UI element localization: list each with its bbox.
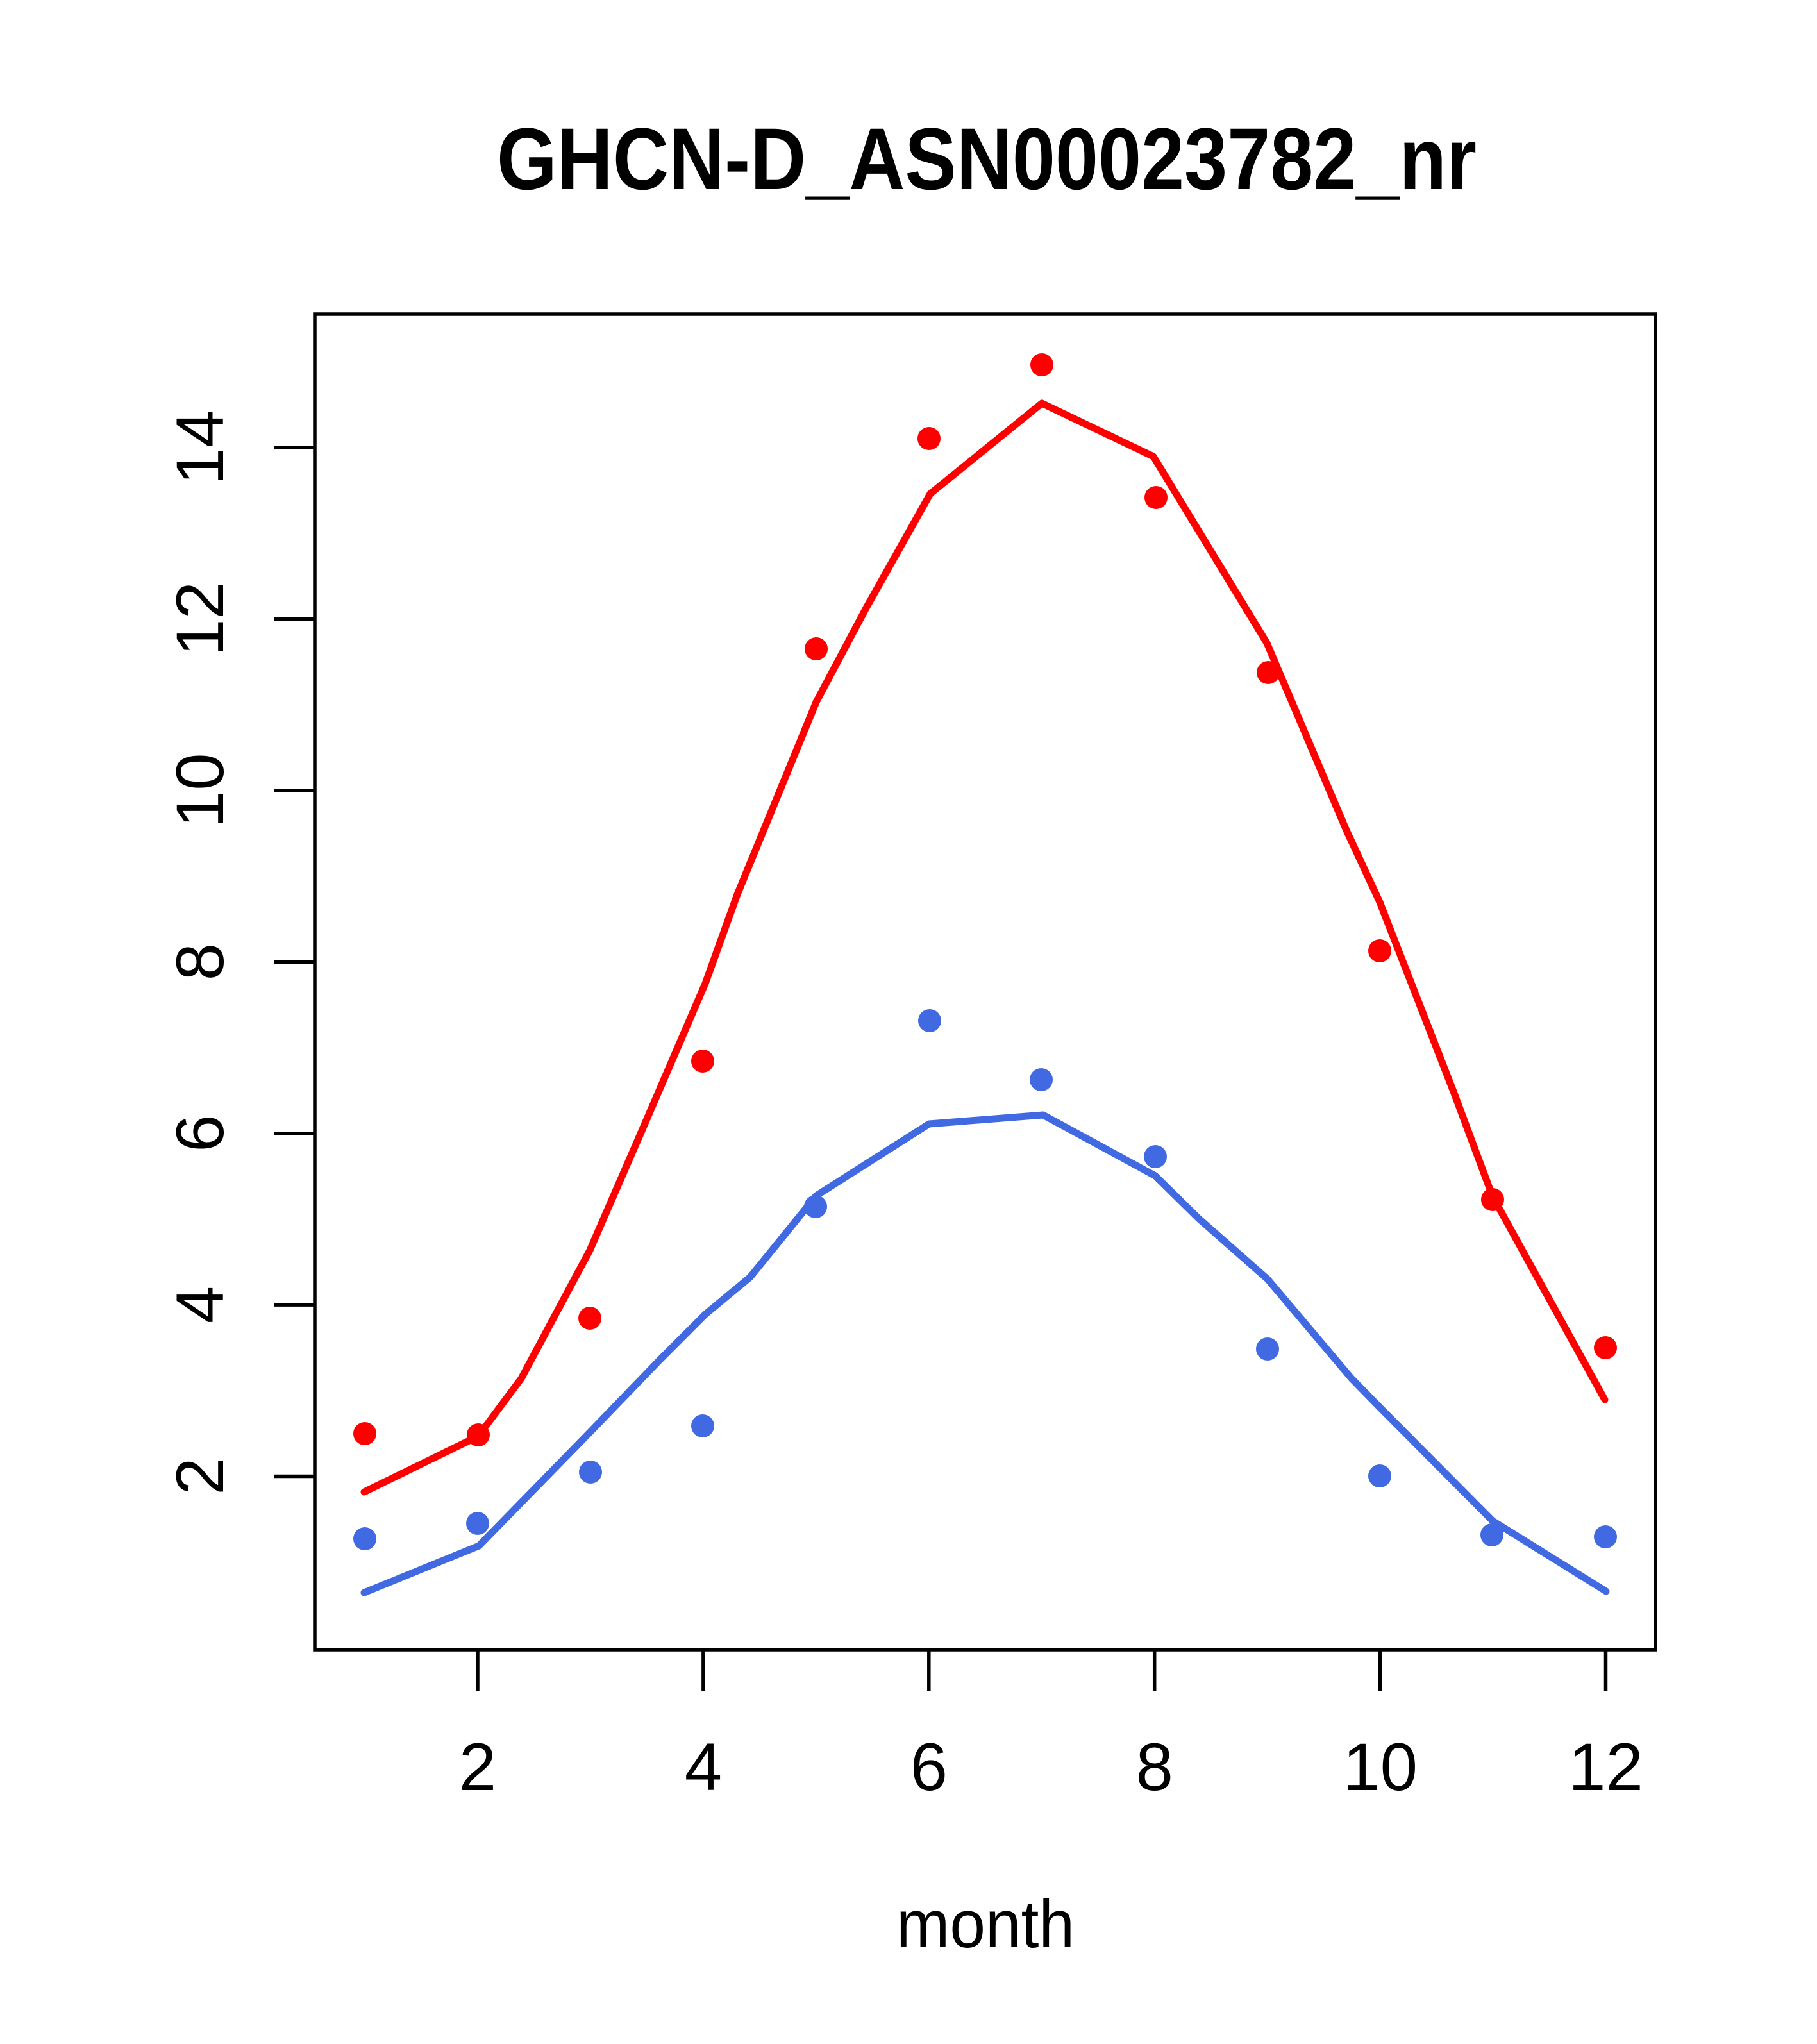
svg-text:8: 8 <box>163 943 238 980</box>
svg-text:GHCN-D_ASN00023782_nr: GHCN-D_ASN00023782_nr <box>497 110 1477 208</box>
svg-text:2: 2 <box>459 1730 496 1805</box>
svg-text:6: 6 <box>910 1730 948 1805</box>
svg-text:8: 8 <box>1135 1730 1173 1805</box>
svg-text:month: month <box>896 1887 1075 1962</box>
svg-text:12: 12 <box>1568 1730 1643 1805</box>
svg-text:14: 14 <box>163 410 238 485</box>
svg-text:4: 4 <box>163 1286 238 1323</box>
svg-text:2: 2 <box>163 1457 238 1495</box>
svg-text:4: 4 <box>685 1730 722 1805</box>
svg-text:10: 10 <box>1343 1730 1418 1805</box>
svg-text:10: 10 <box>163 753 238 828</box>
svg-text:6: 6 <box>163 1114 238 1152</box>
svg-text:12: 12 <box>163 582 238 657</box>
